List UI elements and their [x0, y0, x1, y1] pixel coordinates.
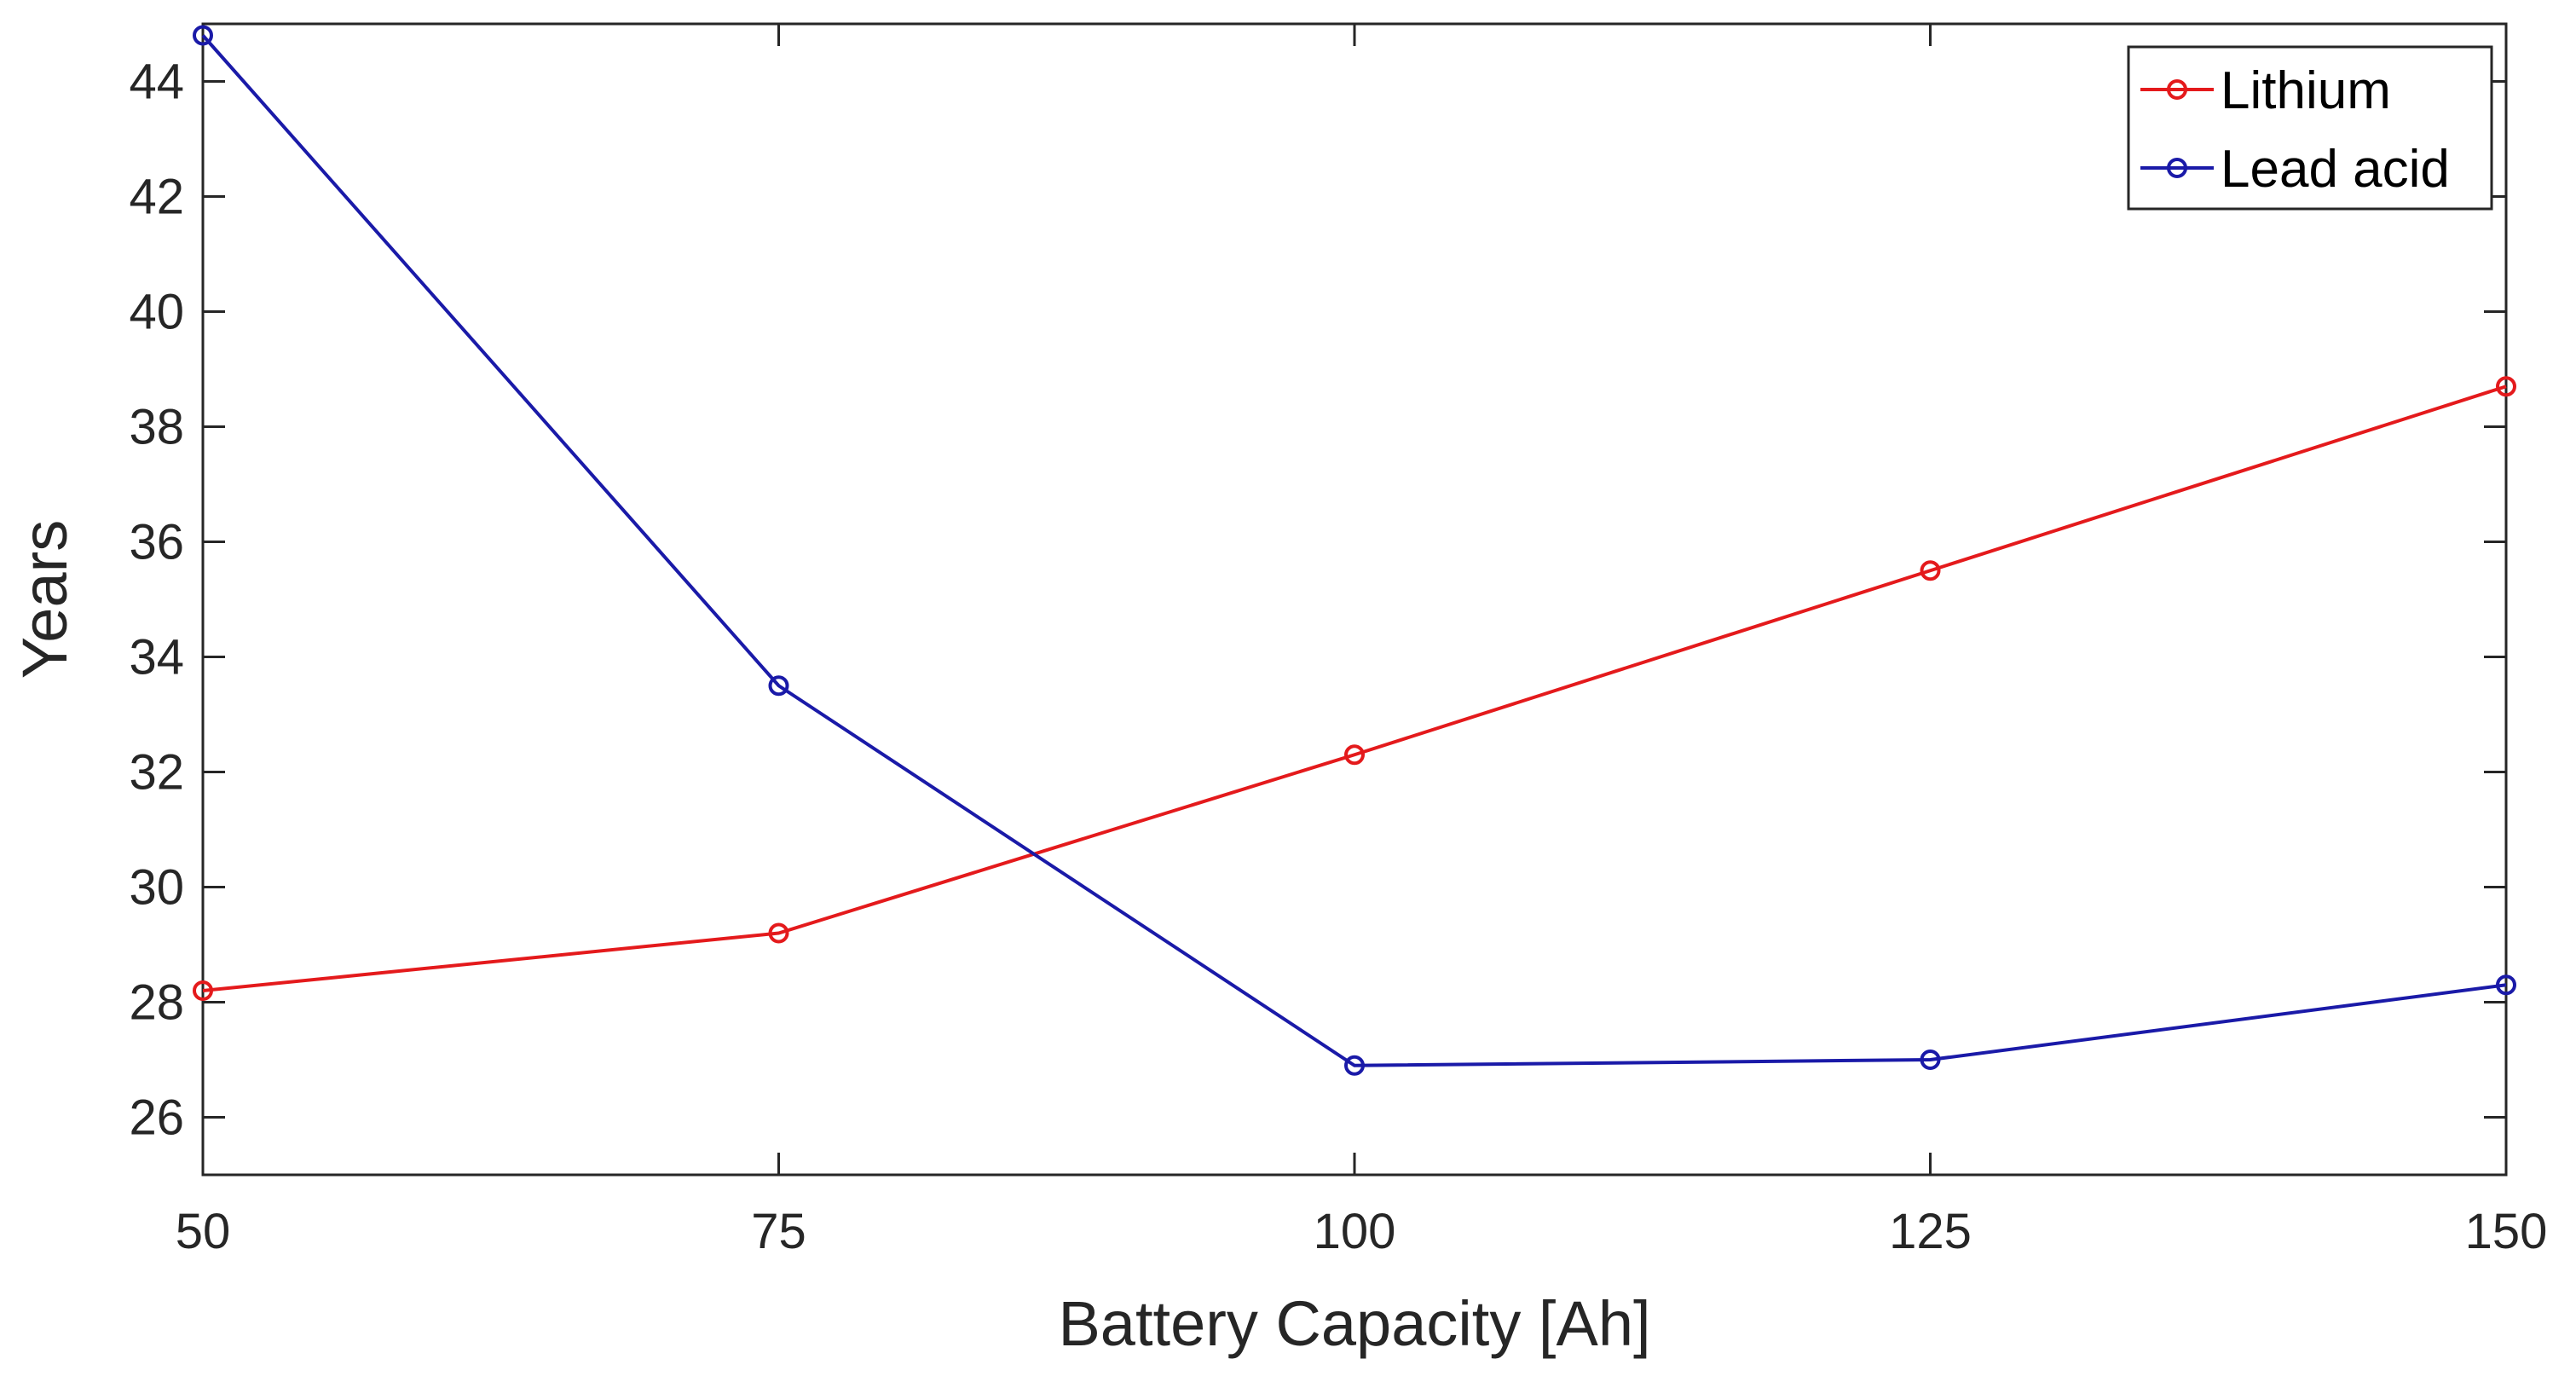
x-tick-label: 50 — [176, 1204, 231, 1259]
lithium-data-point — [1920, 560, 1941, 581]
lithium-series-line — [202, 385, 2507, 992]
legend-marker-lithium — [2167, 79, 2187, 100]
x-tick-label: 125 — [1889, 1204, 1972, 1259]
legend-label-lithium: Lithium — [2221, 61, 2391, 120]
x-tick-label: 100 — [1314, 1204, 1396, 1259]
y-tick-label: 36 — [129, 515, 184, 570]
lead-acid-data-point — [1344, 1055, 1365, 1076]
y-tick-label: 28 — [129, 975, 184, 1031]
lead-acid-data-point — [768, 675, 789, 697]
y-tick-label: 42 — [129, 170, 184, 225]
lithium-data-point — [2496, 376, 2516, 397]
lithium-data-point — [193, 980, 213, 1001]
y-axis-ticks: 26 28 30 32 34 36 38 40 42 44 — [129, 55, 2506, 1146]
y-tick-label: 44 — [129, 55, 184, 110]
lead-acid-data-point — [2496, 974, 2516, 996]
x-tick-label: 75 — [751, 1204, 806, 1259]
y-tick-label: 34 — [129, 630, 184, 685]
lead-acid-series-line — [201, 34, 2507, 1067]
lead-acid-data-point — [1920, 1050, 1941, 1070]
y-axis-label: Years — [9, 520, 80, 679]
y-tick-label: 38 — [129, 400, 184, 455]
plot-series — [193, 25, 2516, 1076]
y-tick-label: 40 — [129, 285, 184, 340]
lithium-data-point — [1344, 744, 1365, 766]
y-tick-label: 30 — [129, 860, 184, 916]
legend-box — [2127, 45, 2493, 211]
legend-label-lead-acid: Lead acid — [2221, 140, 2450, 199]
lithium-data-point — [768, 922, 789, 944]
lead-acid-data-point — [193, 25, 213, 46]
x-axis-ticks: 50 75 100 125 150 — [176, 24, 2548, 1259]
x-axis-label: Battery Capacity [Ah] — [1058, 1288, 1650, 1359]
x-tick-label: 150 — [2465, 1204, 2548, 1259]
legend-marker-lead-acid — [2167, 158, 2187, 178]
y-tick-label: 32 — [129, 745, 184, 801]
legend: Lithium Lead acid — [2127, 45, 2493, 211]
y-tick-label: 26 — [129, 1090, 184, 1146]
